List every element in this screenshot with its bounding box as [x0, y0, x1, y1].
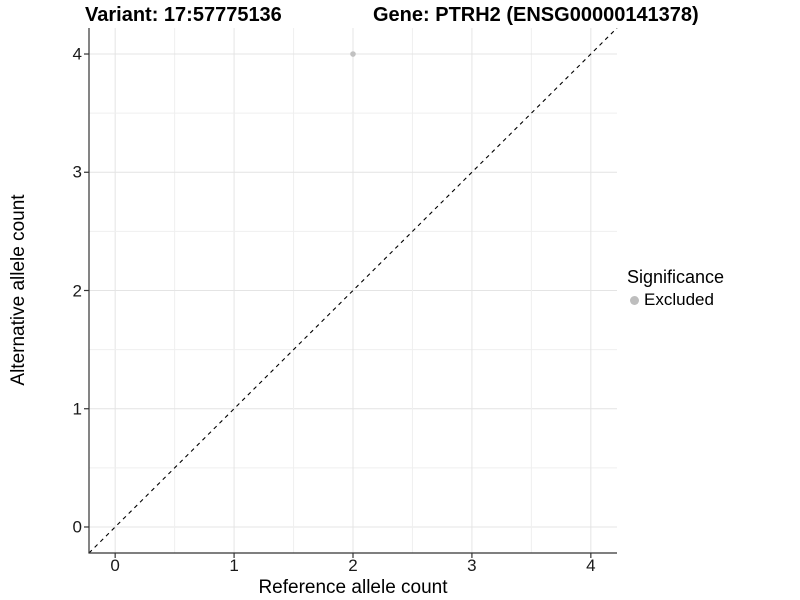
plot-panel — [84, 28, 618, 558]
x-tick-label: 4 — [586, 556, 596, 575]
legend-title: Significance — [627, 267, 725, 287]
x-axis-title: Reference allele count — [258, 577, 448, 598]
x-tick-label: 2 — [348, 556, 358, 575]
x-tick-label: 3 — [467, 556, 477, 575]
legend-item-label: Excluded — [644, 290, 714, 309]
legend: Significance Excluded — [627, 266, 724, 310]
data-point — [350, 51, 356, 57]
variant-title: Variant: 17:57775136 — [85, 4, 282, 26]
y-tick-label: 1 — [72, 399, 82, 419]
y-tick-label: 3 — [72, 162, 82, 182]
y-tick-label: 4 — [72, 44, 82, 64]
x-tick-label: 1 — [229, 556, 239, 575]
x-tick-label: 0 — [110, 556, 120, 575]
legend-point-icon — [630, 295, 639, 305]
gene-title: Gene: PTRH2 (ENSG00000141378) — [373, 4, 699, 26]
legend-item-excluded: Excluded — [627, 290, 724, 310]
y-tick-label: 2 — [72, 281, 82, 300]
y-axis-title: Alternative allele count — [8, 194, 29, 386]
y-tick-label: 0 — [72, 517, 82, 537]
